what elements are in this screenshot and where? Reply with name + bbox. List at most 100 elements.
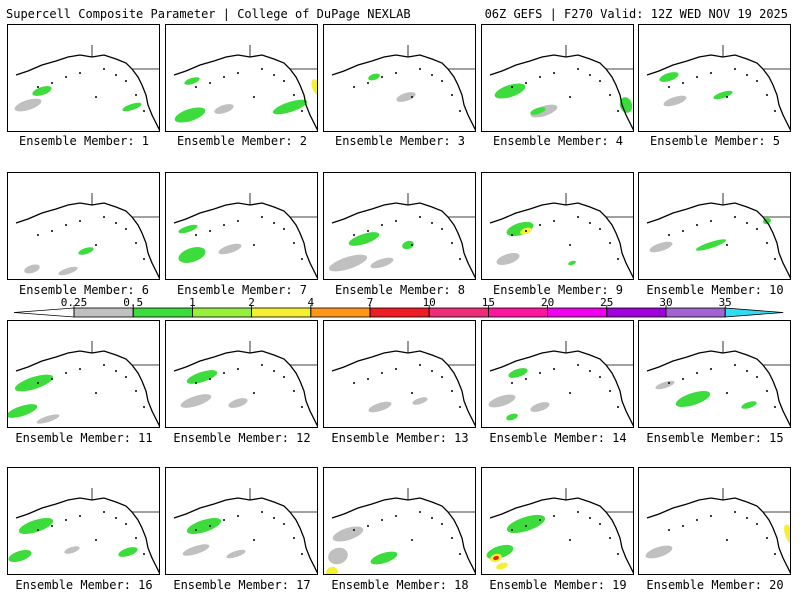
scp-contour-blob [370, 551, 398, 565]
island [293, 94, 295, 96]
island [37, 529, 39, 531]
colorbar-tick-label: 30 [659, 296, 672, 309]
coastline [15, 54, 159, 131]
coastline [489, 497, 633, 574]
island [381, 224, 383, 226]
scp-contour-blob [496, 252, 520, 266]
colorbar-tick-label: 25 [600, 296, 613, 309]
island [65, 519, 67, 521]
island [431, 517, 433, 519]
island [135, 537, 137, 539]
island [734, 68, 736, 70]
map-panel [165, 467, 318, 575]
island [381, 372, 383, 374]
colorbar-tick-label: 10 [423, 296, 436, 309]
island [283, 80, 285, 82]
island [682, 82, 684, 84]
map-panel [323, 320, 476, 428]
island [756, 228, 758, 230]
scp-contour-blob [396, 92, 416, 102]
island [569, 392, 571, 394]
panel-map [486, 488, 633, 574]
island [261, 68, 263, 70]
island [710, 72, 712, 74]
island [293, 390, 295, 392]
island [451, 390, 453, 392]
island [411, 392, 413, 394]
island [431, 74, 433, 76]
colorbar-swatch [606, 307, 667, 318]
scp-contour-blob [226, 549, 246, 559]
island [143, 406, 145, 408]
panel-label: Ensemble Member: 16 [15, 578, 153, 592]
island [125, 80, 127, 82]
island [668, 529, 670, 531]
island [95, 244, 97, 246]
island [668, 86, 670, 88]
island [51, 378, 53, 380]
island [293, 242, 295, 244]
island [599, 523, 601, 525]
island [209, 230, 211, 232]
island [253, 539, 255, 541]
island [569, 244, 571, 246]
scp-contour-blob [64, 546, 80, 554]
colorbar-swatch [724, 307, 784, 318]
panel-label: Ensemble Member: 11 [15, 431, 153, 445]
map-panel [638, 172, 791, 280]
scp-contour-blob [8, 549, 32, 563]
scp-contour-blob [506, 413, 518, 421]
island [223, 224, 225, 226]
colorbar-tick-label: 4 [307, 296, 314, 309]
scp-contour-blob [32, 86, 52, 96]
island [774, 406, 776, 408]
coastline [173, 497, 317, 574]
island [577, 68, 579, 70]
map-panel [638, 24, 791, 132]
colorbar-swatch [73, 307, 134, 318]
island [103, 68, 105, 70]
panel-label: Ensemble Member: 9 [492, 283, 624, 297]
colorbar-tick-label: 2 [248, 296, 255, 309]
island [95, 392, 97, 394]
island [37, 382, 39, 384]
island [539, 372, 541, 374]
island [367, 378, 369, 380]
island [441, 80, 443, 82]
island [103, 216, 105, 218]
island [511, 529, 513, 531]
island [746, 74, 748, 76]
island [195, 529, 197, 531]
island [37, 86, 39, 88]
island [525, 230, 527, 232]
island [381, 519, 383, 521]
island [273, 74, 275, 76]
panel-label: Ensemble Member: 10 [646, 283, 784, 297]
panel-map [646, 45, 790, 131]
island [746, 222, 748, 224]
panel-map [173, 45, 317, 131]
island [577, 511, 579, 513]
scp-contour-blob [713, 90, 733, 100]
island [756, 523, 758, 525]
scp-contour-blob [675, 391, 711, 407]
island [696, 372, 698, 374]
scp-contour-blob [645, 545, 673, 559]
scp-contour-blob [695, 239, 727, 251]
scp-contour-blob [182, 544, 210, 556]
island [553, 515, 555, 517]
island [125, 228, 127, 230]
island [459, 258, 461, 260]
map-panel [323, 24, 476, 132]
coastline [646, 202, 790, 279]
island [682, 525, 684, 527]
island [237, 515, 239, 517]
island [79, 515, 81, 517]
island [609, 242, 611, 244]
island [589, 517, 591, 519]
island [79, 220, 81, 222]
scp-contour-blob [488, 394, 516, 408]
panel-map [14, 45, 159, 131]
scp-contour-blob [663, 95, 687, 107]
island [261, 511, 263, 513]
